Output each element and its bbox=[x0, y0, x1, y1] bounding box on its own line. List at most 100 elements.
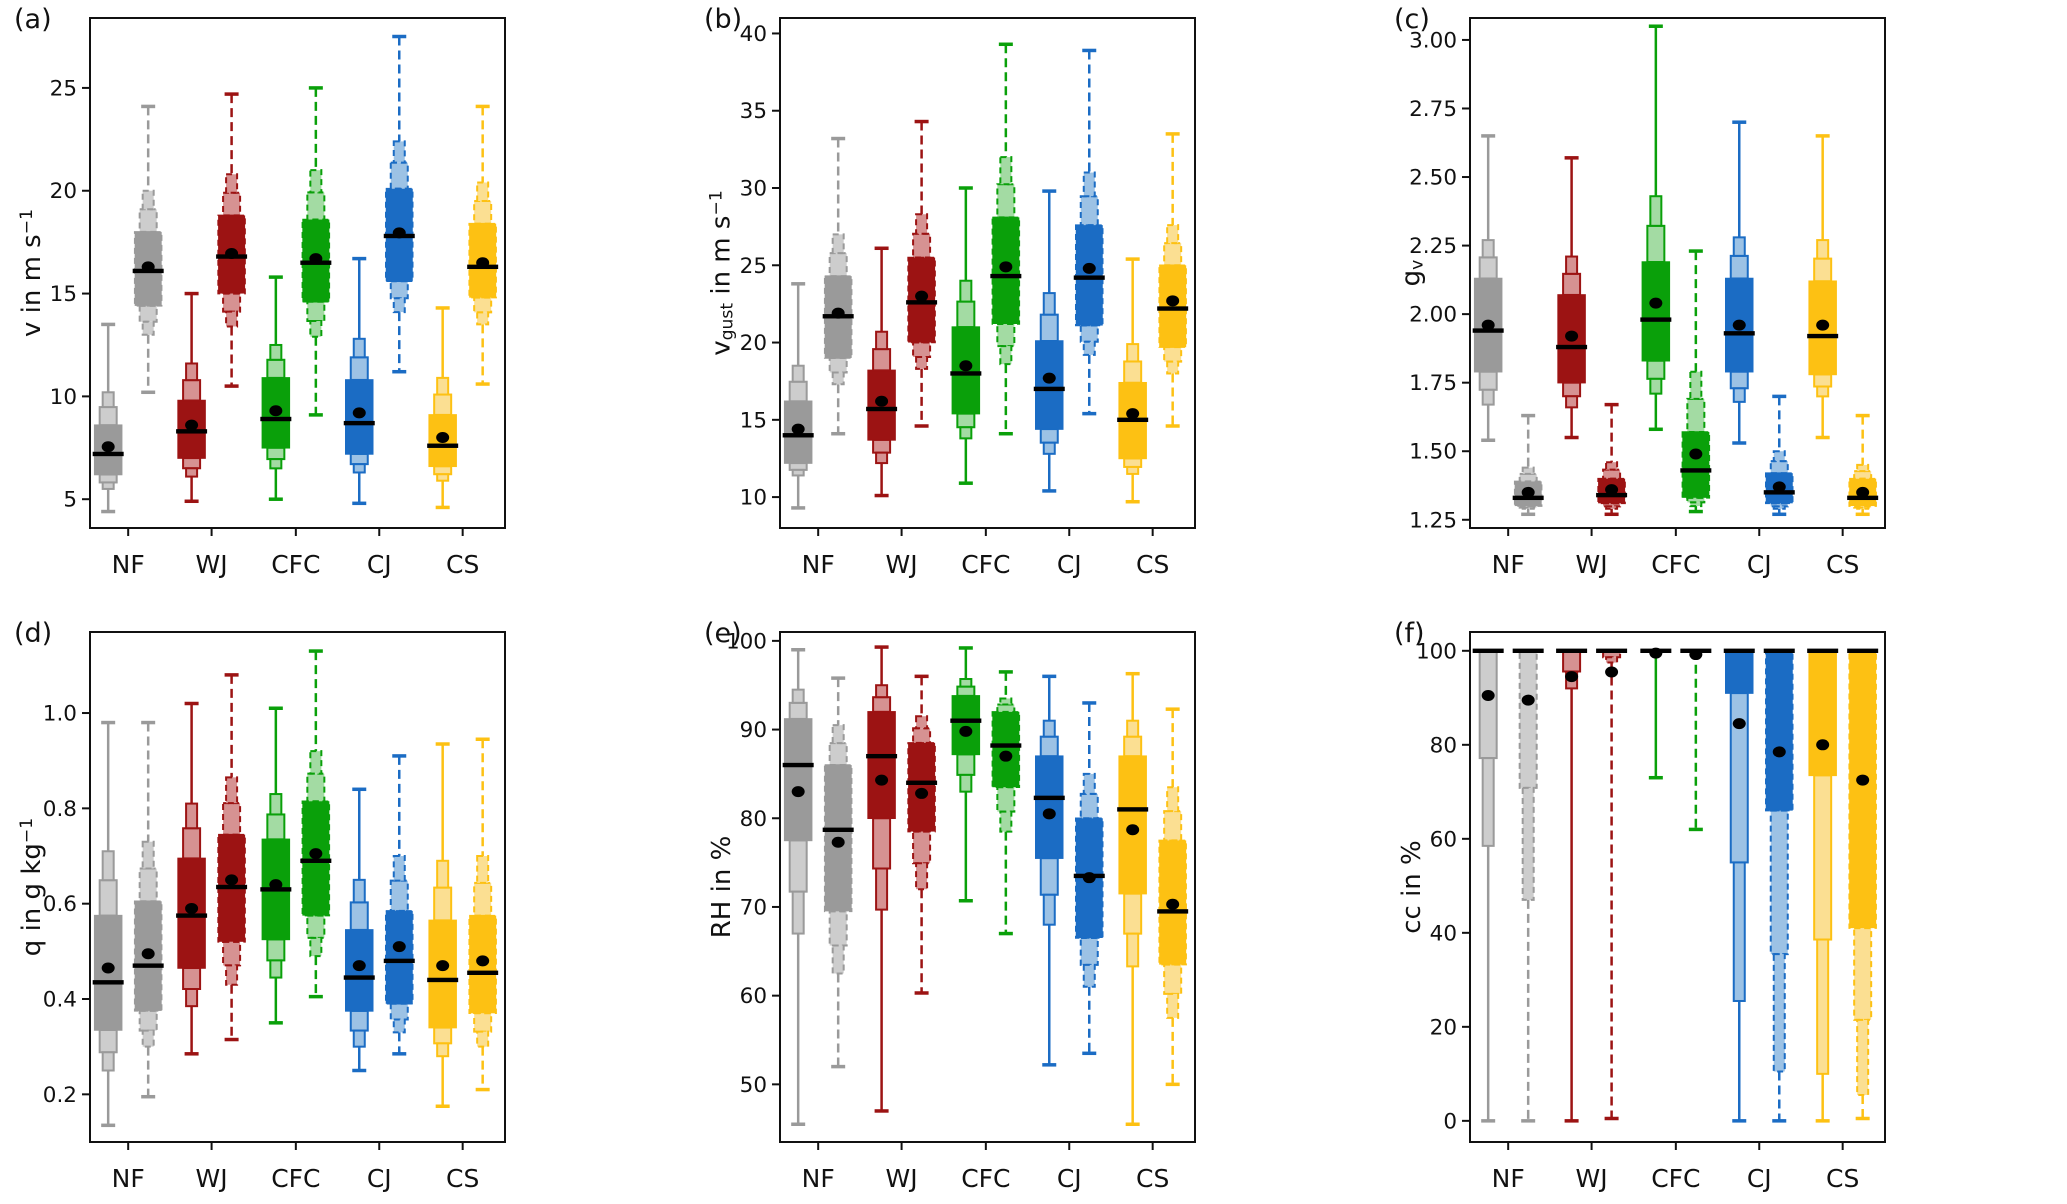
outer-box bbox=[306, 191, 326, 221]
outer-box bbox=[1166, 360, 1180, 375]
outer-box bbox=[436, 473, 450, 482]
x-tick-label: CS bbox=[1136, 1164, 1169, 1193]
x-tick-label: CJ bbox=[1747, 550, 1772, 579]
x-tick-label: CFC bbox=[1651, 550, 1700, 579]
outer-box bbox=[1079, 937, 1099, 966]
outer-box bbox=[473, 200, 493, 225]
outer-box bbox=[225, 310, 239, 328]
y-tick-label: 80 bbox=[1430, 733, 1457, 758]
median-line bbox=[990, 273, 1022, 279]
mean-dot bbox=[141, 948, 155, 960]
median-line bbox=[866, 406, 898, 412]
y-tick-label: 35 bbox=[740, 99, 767, 124]
boxplot-b-NF-dashed bbox=[822, 136, 854, 436]
outer-box bbox=[349, 452, 369, 466]
x-tick-label: CFC bbox=[271, 1164, 320, 1193]
outer-box bbox=[875, 684, 889, 699]
panel-c-plot: 1.25 1.50 1.75 2.00 2.25 2.50 2.75 3.00 NF WJ CFC C… bbox=[1409, 17, 1886, 579]
outer-box bbox=[392, 140, 406, 164]
mean-dot bbox=[352, 960, 366, 972]
boxplot-a-CJ-dashed bbox=[383, 34, 415, 374]
mean-dot bbox=[225, 247, 239, 259]
mean-dot bbox=[1649, 647, 1663, 659]
outer-box bbox=[1082, 171, 1096, 198]
main-box bbox=[1681, 431, 1711, 499]
mean-dot bbox=[875, 774, 889, 786]
median-line bbox=[1556, 344, 1588, 350]
boxplot-f-CS-solid bbox=[1807, 648, 1839, 1123]
axes-frame-b bbox=[779, 17, 1196, 529]
y-tick-label: 40 bbox=[1430, 921, 1457, 946]
median-line bbox=[1680, 468, 1712, 473]
outer-box bbox=[141, 189, 155, 211]
mean-dot bbox=[959, 360, 973, 372]
median-line bbox=[1763, 648, 1795, 654]
mean-dot bbox=[1649, 297, 1663, 309]
outer-box bbox=[831, 944, 845, 975]
axes-frame-d bbox=[89, 631, 506, 1143]
y-tick-label: 80 bbox=[740, 807, 767, 832]
mean-dot bbox=[1521, 694, 1535, 706]
median-line bbox=[1847, 648, 1879, 654]
outer-box bbox=[1481, 757, 1495, 847]
boxplot-e-CJ-solid bbox=[1033, 674, 1065, 1067]
outer-box bbox=[1602, 468, 1622, 480]
x-tick-label: NF bbox=[112, 1164, 145, 1193]
outer-box bbox=[389, 161, 409, 190]
outer-box bbox=[1562, 381, 1582, 398]
outer-box bbox=[956, 685, 976, 697]
outer-box bbox=[476, 181, 490, 203]
outer-box bbox=[101, 481, 115, 490]
outer-box bbox=[1686, 397, 1706, 434]
boxplot-c-CFC-dashed bbox=[1680, 249, 1712, 514]
outer-box bbox=[912, 727, 932, 744]
x-tick-label: NF bbox=[1492, 1164, 1525, 1193]
mean-dot bbox=[915, 290, 929, 302]
outer-box bbox=[101, 1051, 115, 1072]
boxplot-b-CS-solid bbox=[1117, 257, 1149, 504]
mean-dot bbox=[436, 960, 450, 972]
boxplot-b-CFC-dashed bbox=[990, 42, 1022, 436]
median-line bbox=[1640, 317, 1672, 322]
y-tick-label: 2.25 bbox=[1409, 234, 1457, 259]
outer-box bbox=[1521, 466, 1535, 475]
x-tick-label: CS bbox=[446, 550, 479, 579]
outer-box bbox=[1042, 719, 1056, 738]
y-tick-label: 25 bbox=[740, 254, 767, 279]
outer-box bbox=[1565, 395, 1579, 409]
median-line bbox=[92, 980, 124, 985]
mean-dot bbox=[1166, 295, 1180, 307]
y-tick-label: 10 bbox=[50, 385, 77, 410]
outer-box bbox=[306, 772, 326, 803]
outer-box bbox=[872, 817, 892, 870]
median-line bbox=[1807, 333, 1839, 339]
boxplot-c-CS-solid bbox=[1807, 134, 1839, 440]
outer-box bbox=[1769, 460, 1789, 475]
y-tick-label: 1.0 bbox=[43, 702, 77, 727]
outer-box bbox=[999, 697, 1013, 706]
x-tick-label: NF bbox=[112, 550, 145, 579]
boxplot-f-CFC-dashed bbox=[1680, 648, 1712, 832]
outer-box bbox=[182, 379, 202, 402]
boxplot-c-CS-dashed bbox=[1847, 413, 1879, 517]
outer-box bbox=[915, 715, 929, 730]
mean-dot bbox=[1605, 666, 1619, 678]
main-box bbox=[1035, 340, 1064, 430]
boxplot-b-CFC-solid bbox=[950, 186, 982, 485]
outer-box bbox=[915, 862, 929, 891]
outer-box bbox=[1853, 470, 1873, 480]
outer-box bbox=[269, 343, 283, 361]
main-box bbox=[907, 742, 936, 833]
panel-e: (e) RH in % 50 60 70 80 90 100 NF WJ CFC CJ CS bbox=[690, 614, 1380, 1204]
outer-box bbox=[269, 959, 283, 979]
y-tick-label: 70 bbox=[740, 895, 767, 920]
median-line bbox=[260, 416, 292, 422]
boxplot-f-CJ-dashed bbox=[1763, 648, 1795, 1123]
outer-box bbox=[222, 292, 242, 313]
boxplot-f-WJ-dashed bbox=[1596, 648, 1628, 1121]
outer-box bbox=[1769, 809, 1789, 956]
outer-box bbox=[352, 1029, 366, 1048]
boxplot-c-CJ-dashed bbox=[1763, 394, 1795, 517]
panel-b-letter: (b) bbox=[704, 4, 743, 35]
